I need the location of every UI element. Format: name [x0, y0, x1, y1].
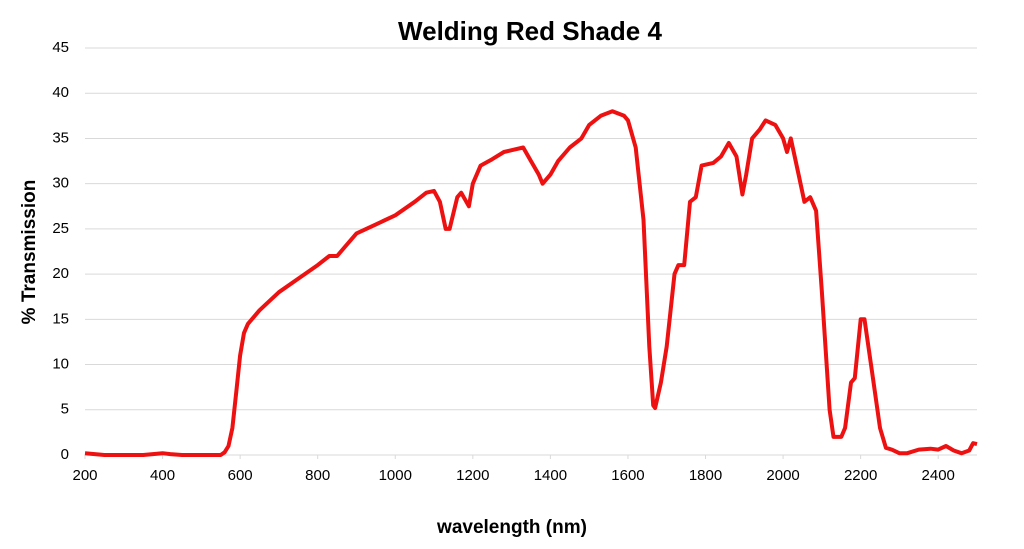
y-tick-label: 0	[61, 446, 69, 463]
x-tick-label: 1600	[611, 467, 644, 484]
x-tick-label: 1800	[689, 467, 722, 484]
x-tick-label: 1000	[379, 467, 412, 484]
x-tick-label: 2200	[844, 467, 877, 484]
x-tick-label: 2000	[766, 467, 799, 484]
y-tick-label: 35	[52, 129, 69, 146]
y-axis-title: % Transmission	[19, 180, 40, 325]
x-tick-label: 200	[72, 467, 97, 484]
data-line	[84, 109, 978, 457]
y-tick-label: 30	[52, 175, 69, 192]
x-axis-title: wavelength (nm)	[436, 517, 587, 538]
x-tick-label: 400	[150, 467, 175, 484]
y-tick-label: 25	[52, 220, 69, 237]
y-tick-label: 45	[52, 39, 69, 56]
y-tick-label: 5	[61, 401, 69, 418]
y-tick-label: 15	[52, 310, 69, 327]
y-tick-label: 10	[52, 356, 69, 373]
x-tick-label: 2400	[922, 467, 955, 484]
x-tick-label: 1200	[456, 467, 489, 484]
x-tick-label: 800	[305, 467, 330, 484]
x-tick-label: 600	[228, 467, 253, 484]
y-tick-label: 20	[52, 265, 69, 282]
chart-title: Welding Red Shade 4	[398, 16, 662, 46]
y-tick-label: 40	[52, 84, 69, 101]
x-tick-label: 1400	[534, 467, 567, 484]
